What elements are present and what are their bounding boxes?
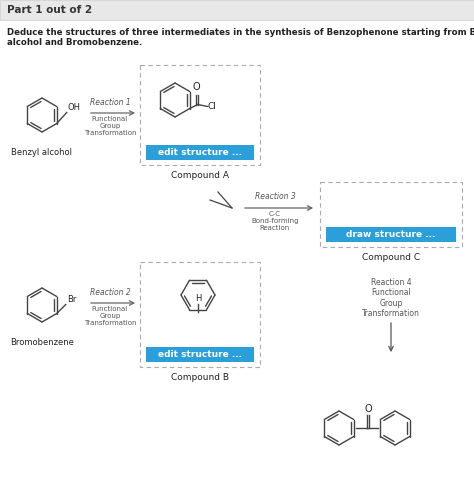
Text: OH: OH: [68, 103, 81, 111]
Text: Deduce the structures of three intermediates in the synthesis of Benzophenone st: Deduce the structures of three intermedi…: [7, 28, 474, 37]
Text: Part 1 out of 2: Part 1 out of 2: [7, 5, 92, 15]
Text: O: O: [193, 83, 201, 93]
Text: Bromobenzene: Bromobenzene: [10, 338, 74, 347]
Bar: [320, 182, 462, 247]
Bar: [140, 262, 260, 367]
Text: C-C
Bond-forming
Reaction: C-C Bond-forming Reaction: [251, 211, 299, 231]
Text: Reaction 2: Reaction 2: [90, 288, 130, 297]
Text: H: H: [195, 294, 201, 303]
Text: Reaction 1: Reaction 1: [90, 98, 130, 107]
Text: Reaction 4
Functional
Group
Transformation: Reaction 4 Functional Group Transformati…: [362, 278, 420, 318]
Text: draw structure ...: draw structure ...: [346, 230, 436, 239]
Bar: [146, 145, 254, 160]
Text: Cl: Cl: [208, 102, 217, 111]
Bar: [146, 347, 254, 362]
Text: Compound C: Compound C: [362, 253, 420, 262]
Bar: [0, 0, 474, 20]
Text: O: O: [364, 404, 372, 414]
Text: Compound A: Compound A: [171, 171, 229, 180]
Text: Br: Br: [67, 295, 76, 303]
Text: edit structure ...: edit structure ...: [158, 148, 242, 157]
Bar: [326, 227, 456, 242]
Text: Reaction 3: Reaction 3: [255, 192, 295, 201]
Text: Compound B: Compound B: [171, 373, 229, 382]
Bar: [140, 65, 260, 165]
Text: alcohol and Bromobenzene.: alcohol and Bromobenzene.: [7, 38, 142, 47]
Text: Functional
Group
Transformation: Functional Group Transformation: [84, 306, 136, 326]
Text: Functional
Group
Transformation: Functional Group Transformation: [84, 116, 136, 136]
Text: Benzyl alcohol: Benzyl alcohol: [11, 148, 73, 157]
Text: edit structure ...: edit structure ...: [158, 350, 242, 359]
